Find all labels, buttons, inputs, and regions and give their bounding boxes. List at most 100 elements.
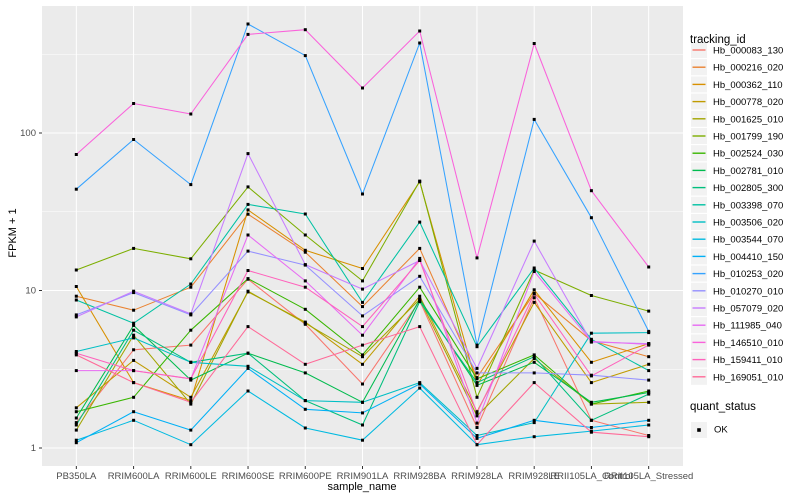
data-point bbox=[74, 438, 78, 442]
legend-item-Hb_010270_010: Hb_010270_010 bbox=[691, 282, 783, 299]
x-tick-label: RRIM600PE bbox=[279, 471, 332, 482]
data-point bbox=[647, 309, 651, 313]
data-point bbox=[418, 256, 422, 260]
data-point bbox=[361, 325, 364, 329]
y-tick-label: 1 bbox=[31, 443, 36, 454]
data-point bbox=[132, 138, 136, 141]
data-point bbox=[132, 410, 136, 414]
data-point bbox=[532, 266, 536, 270]
legend-item-label: Hb_000362_110 bbox=[713, 80, 783, 91]
data-point bbox=[589, 294, 593, 297]
data-point bbox=[246, 208, 250, 212]
data-point bbox=[246, 212, 250, 216]
data-point bbox=[74, 410, 78, 414]
data-point bbox=[246, 277, 250, 281]
data-point bbox=[361, 411, 364, 415]
data-point bbox=[418, 386, 422, 390]
data-point bbox=[475, 411, 479, 415]
data-point bbox=[132, 336, 136, 340]
data-point bbox=[647, 355, 651, 359]
data-point bbox=[361, 314, 364, 318]
data-point bbox=[303, 407, 307, 411]
data-point bbox=[189, 400, 193, 404]
data-point bbox=[647, 343, 651, 347]
data-point bbox=[532, 296, 536, 300]
legend-item-label: Hb_002805_300 bbox=[713, 183, 783, 194]
data-point bbox=[475, 426, 479, 429]
data-point bbox=[589, 381, 593, 385]
data-point bbox=[475, 366, 479, 370]
legend-item-Hb_001625_010: Hb_001625_010 bbox=[691, 110, 783, 127]
data-point bbox=[132, 323, 136, 327]
data-point bbox=[246, 152, 250, 156]
data-point bbox=[532, 292, 536, 296]
data-point bbox=[418, 297, 422, 301]
legend-item-label: Hb_111985_040 bbox=[713, 321, 782, 332]
data-point bbox=[132, 395, 136, 399]
data-point bbox=[132, 102, 136, 105]
data-point bbox=[74, 406, 78, 410]
data-point bbox=[303, 307, 307, 311]
data-point bbox=[246, 366, 250, 370]
data-point bbox=[589, 400, 593, 404]
x-tick-label: RRIM928LE bbox=[508, 471, 560, 482]
data-point bbox=[189, 360, 193, 364]
data-point bbox=[647, 418, 651, 422]
data-point bbox=[475, 256, 479, 260]
legend-item-Hb_010253_020: Hb_010253_020 bbox=[691, 265, 783, 282]
data-point bbox=[303, 250, 307, 254]
data-point bbox=[475, 343, 479, 347]
data-point bbox=[74, 423, 78, 427]
data-point bbox=[418, 259, 422, 262]
x-tick-label: RRIM600LE bbox=[165, 471, 217, 482]
data-point bbox=[475, 436, 479, 440]
data-point bbox=[475, 383, 479, 387]
legend-item-label: Hb_057079_020 bbox=[713, 304, 783, 315]
legend-item-label: Hb_010253_020 bbox=[713, 269, 783, 280]
data-point bbox=[74, 298, 78, 302]
data-point bbox=[132, 381, 136, 385]
x-axis-title: sample_name bbox=[327, 481, 397, 493]
data-point bbox=[647, 265, 651, 269]
data-point bbox=[303, 212, 307, 216]
data-point bbox=[74, 441, 78, 445]
data-point bbox=[74, 428, 78, 432]
data-point bbox=[246, 249, 250, 253]
data-point bbox=[303, 285, 307, 289]
data-point bbox=[589, 216, 593, 220]
data-point bbox=[189, 257, 193, 261]
data-point bbox=[532, 117, 536, 121]
legend-item-label: Hb_146510_010 bbox=[713, 338, 783, 349]
data-point bbox=[418, 246, 422, 250]
legend-item-Hb_057079_020: Hb_057079_020 bbox=[691, 300, 783, 316]
legend-item-Hb_003506_020: Hb_003506_020 bbox=[691, 214, 783, 230]
data-point bbox=[647, 378, 651, 382]
legend-item-Hb_001799_190: Hb_001799_190 bbox=[691, 128, 783, 144]
data-point bbox=[303, 28, 307, 32]
data-point bbox=[303, 362, 307, 366]
data-point bbox=[589, 426, 593, 429]
legend-item-label: Hb_003544_070 bbox=[713, 235, 783, 246]
data-point bbox=[475, 377, 479, 381]
legend-item-label: Hb_000216_020 bbox=[713, 63, 783, 74]
data-point bbox=[74, 351, 78, 355]
data-point bbox=[418, 294, 422, 298]
legend-item-label: Hb_000778_020 bbox=[713, 97, 783, 108]
legend-item-label: Hb_000083_130 bbox=[713, 46, 783, 57]
data-point bbox=[418, 325, 422, 329]
data-point bbox=[189, 285, 193, 289]
data-point bbox=[475, 395, 479, 399]
data-point bbox=[132, 328, 136, 332]
data-point bbox=[246, 233, 250, 237]
data-point bbox=[189, 443, 193, 447]
x-tick-label: PB350LA bbox=[56, 471, 97, 482]
data-point bbox=[303, 426, 307, 430]
data-point bbox=[532, 435, 536, 439]
data-point bbox=[132, 369, 136, 373]
data-point bbox=[647, 362, 651, 366]
data-point bbox=[475, 434, 479, 437]
legend-item-Hb_169051_010: Hb_169051_010 bbox=[691, 368, 783, 385]
data-point bbox=[532, 42, 536, 45]
data-point bbox=[647, 400, 651, 404]
data-point bbox=[361, 192, 364, 196]
